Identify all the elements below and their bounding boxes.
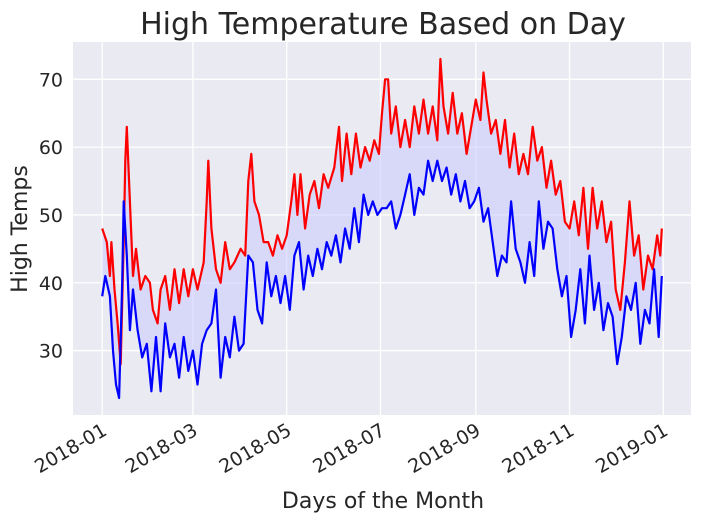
series-lines [101, 57, 663, 400]
chart-title: High Temperature Based on Day [140, 7, 626, 42]
y-tick-label: 40 [39, 273, 63, 295]
y-axis: 30 40 50 60 70 [39, 69, 63, 362]
temperature-range-fill [102, 59, 662, 398]
x-axis-label: Days of the Month [282, 489, 484, 514]
y-axis-label: High Temps [8, 165, 33, 293]
fill-between [102, 59, 662, 398]
y-tick-label: 30 [39, 341, 63, 363]
series-line-high [101, 57, 663, 366]
y-tick-label: 70 [39, 69, 63, 91]
y-tick-label: 60 [39, 137, 63, 159]
y-tick-label: 50 [39, 205, 63, 227]
series-line-low [101, 159, 663, 400]
